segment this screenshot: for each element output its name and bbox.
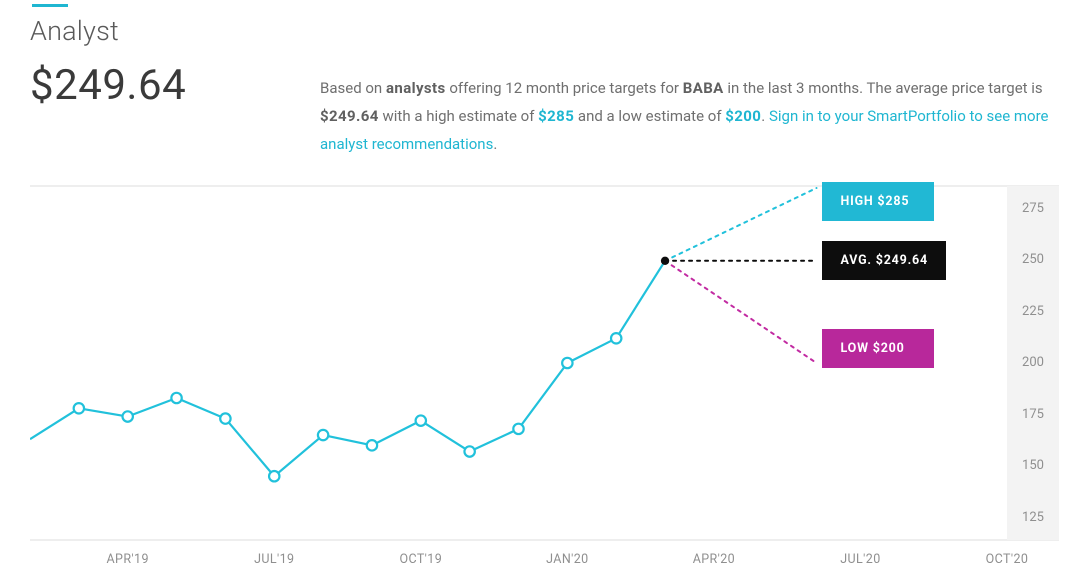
desc-bold-symbol: BABA [683, 79, 724, 97]
x-tick-label: JAN'20 [546, 552, 588, 567]
y-tick-label: 175 [1007, 407, 1059, 422]
x-tick-label: OCT'20 [986, 552, 1029, 567]
y-tick-label: 275 [1007, 201, 1059, 216]
desc-frag: . [761, 107, 769, 125]
x-tick-label: APR'20 [693, 552, 735, 567]
target-price: $249.64 [30, 61, 320, 110]
price-target-chart: 125 150 175 200 225 250 275 APR'19 JUL'19 OCT'19 J… [30, 178, 1059, 573]
description-text: Based on analysts offering 12 month pric… [320, 75, 1059, 158]
data-point-marker [611, 333, 621, 343]
projection-high-line [665, 188, 816, 261]
desc-frag: . [493, 135, 497, 153]
header-row: Analyst $249.64 Based on analysts offeri… [30, 7, 1059, 158]
desc-frag: Based on [320, 79, 386, 97]
projection-low-line [665, 261, 816, 363]
x-tick-label: JUL'19 [254, 552, 294, 567]
data-point-marker [318, 430, 328, 440]
data-point-marker [220, 414, 230, 424]
data-point-marker [269, 471, 279, 481]
x-tick-label: JUL'20 [840, 552, 880, 567]
y-tick-label: 125 [1007, 510, 1059, 525]
data-point-marker [123, 412, 133, 422]
page-title: Analyst [30, 15, 320, 47]
x-tick-label: OCT'19 [399, 552, 442, 567]
desc-bold-analysts: analysts [386, 79, 446, 97]
desc-frag: with a high estimate of [379, 107, 538, 125]
desc-frag: in the last 3 months. The average price … [724, 79, 1043, 97]
y-tick-label: 200 [1007, 355, 1059, 370]
data-point-marker [464, 447, 474, 457]
y-tick-label: 250 [1007, 252, 1059, 267]
x-tick-label: APR'19 [106, 552, 148, 567]
data-point-marker [367, 440, 377, 450]
data-point-marker [513, 424, 523, 434]
y-tick-label: 225 [1007, 304, 1059, 319]
desc-avg-value: $249.64 [320, 107, 379, 125]
y-tick-label: 150 [1007, 458, 1059, 473]
projection-avg-tag: AVG. $249.64 [822, 241, 946, 280]
desc-high-value: $285 [538, 107, 574, 125]
desc-frag: offering 12 month price targets for [446, 79, 683, 97]
projection-high-tag: HIGH $285 [822, 182, 934, 221]
desc-low-value: $200 [725, 107, 761, 125]
data-point-marker [562, 358, 572, 368]
projection-low-tag: LOW $200 [822, 329, 934, 368]
current-point-marker [661, 257, 669, 265]
data-point-marker [171, 393, 181, 403]
desc-frag: and a low estimate of [574, 107, 725, 125]
chart-svg [30, 178, 1059, 573]
data-point-marker [416, 416, 426, 426]
data-point-marker [74, 403, 84, 413]
